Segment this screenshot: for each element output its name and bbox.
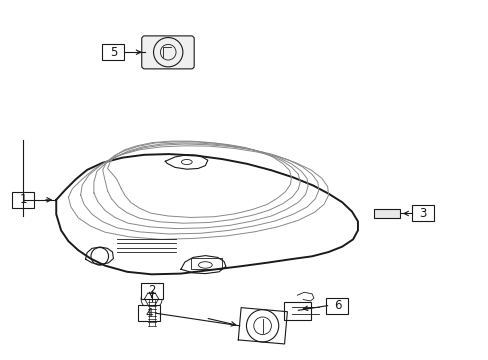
- FancyBboxPatch shape: [13, 192, 34, 208]
- Text: 5: 5: [109, 46, 117, 59]
- Text: 1: 1: [20, 193, 27, 206]
- FancyBboxPatch shape: [141, 283, 162, 299]
- Bar: [283, 302, 310, 320]
- Text: 2: 2: [147, 284, 155, 297]
- FancyBboxPatch shape: [138, 305, 160, 321]
- FancyBboxPatch shape: [102, 44, 124, 60]
- Text: 4: 4: [145, 307, 153, 320]
- FancyBboxPatch shape: [326, 298, 347, 314]
- Bar: [190, 258, 222, 269]
- Text: 6: 6: [333, 299, 341, 312]
- Text: 3: 3: [418, 207, 426, 220]
- FancyBboxPatch shape: [411, 206, 433, 221]
- FancyBboxPatch shape: [142, 36, 194, 69]
- Bar: [373, 209, 399, 218]
